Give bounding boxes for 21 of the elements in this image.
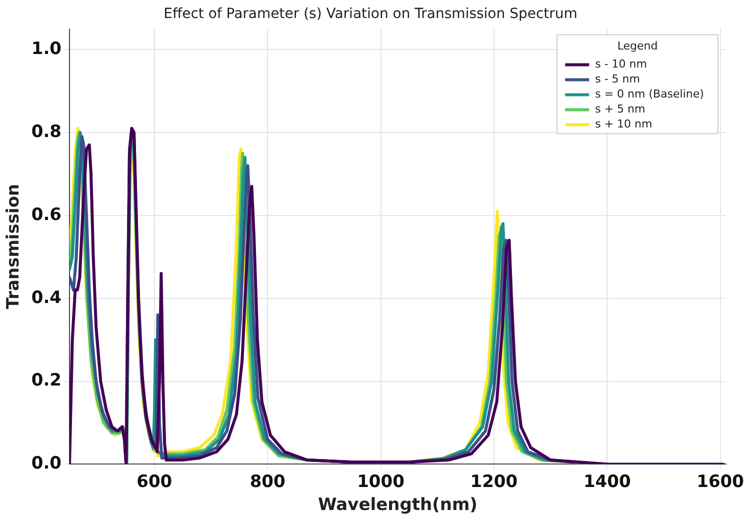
x-tick-label: 1400	[583, 472, 631, 492]
y-tick-label: 0.8	[31, 122, 62, 142]
x-tick-label: 1600	[696, 472, 744, 492]
x-tick-label: 600	[136, 472, 172, 492]
legend-label: s - 10 nm	[595, 58, 647, 71]
legend-label: s + 5 nm	[595, 102, 646, 116]
y-tick-label: 0.2	[31, 370, 62, 391]
chart-title: Effect of Parameter (s) Variation on Transmission Spectrum	[164, 6, 578, 22]
legend-label: s = 0 nm (Baseline)	[595, 88, 704, 101]
y-axis-title: Transmission	[4, 184, 24, 310]
y-tick-label: 0.6	[31, 204, 62, 225]
x-axis-title: Wavelength(nm)	[318, 495, 478, 516]
x-tick-label: 800	[250, 472, 286, 492]
legend-title: Legend	[617, 40, 658, 53]
y-tick-label: 0.4	[31, 288, 62, 308]
x-tick-label: 1000	[357, 472, 405, 492]
y-tick-label: 1.0	[31, 38, 62, 59]
legend-label: s + 10 nm	[595, 118, 652, 131]
legend-label: s - 5 nm	[595, 72, 640, 86]
x-tick-label: 1200	[470, 472, 518, 492]
y-tick-label: 0.0	[31, 454, 62, 474]
